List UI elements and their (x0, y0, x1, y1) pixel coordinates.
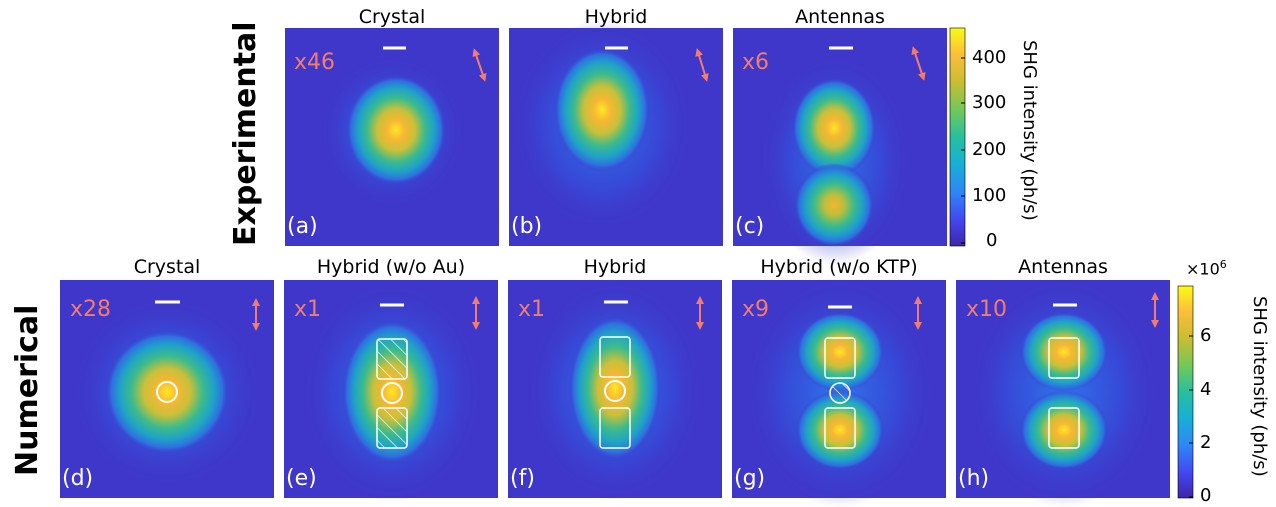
panel-h-antenna-top-outline (1048, 337, 1080, 379)
panel-g-label: (g) (734, 466, 766, 491)
panel-h-map (956, 277, 1170, 507)
panel-g-antenna-bottom-outline (824, 407, 856, 449)
panel-a-map (285, 28, 499, 246)
panel-a-label: (a) (287, 214, 318, 239)
panel-d-map (60, 280, 274, 498)
num-cb-tick-6: 6 (1200, 325, 1212, 346)
numerical-colorbar (1177, 285, 1194, 499)
panel-f-title: Hybrid (583, 256, 647, 278)
panel-e-map (284, 280, 498, 502)
panel-e-crystal-outline (381, 382, 403, 404)
panel-b-label: (b) (511, 214, 543, 239)
panel-c-polarization-arrow (911, 46, 926, 81)
numerical-colorbar-ticks (1189, 335, 1193, 498)
panel-c-label: (c) (735, 214, 765, 239)
panel-c-title: Antennas (795, 6, 885, 28)
panel-f-crystal-outline (604, 380, 626, 402)
panel-a-factor: x46 (294, 50, 336, 75)
panel-f-antenna-top-outline (599, 336, 631, 378)
panel-f-map (508, 280, 722, 500)
exp-colorbar-label: SHG intensity (ph/s) (1019, 40, 1040, 221)
panel-a-title: Crystal (358, 6, 426, 28)
panel-h-title: Antennas (1018, 256, 1108, 278)
panel-e-label: (e) (286, 466, 317, 491)
panel-f-antenna-bottom-outline (599, 407, 631, 449)
panel-h-factor: x10 (966, 297, 1008, 322)
panel-d-label: (d) (62, 466, 94, 491)
panel-g-antenna-top-outline (824, 337, 856, 379)
panel-e-title: Hybrid (w/o Au) (316, 256, 466, 278)
panel-f-factor: x1 (518, 297, 546, 322)
panel-d-title: Crystal (133, 256, 201, 278)
num-cb-tick-2: 2 (1200, 432, 1212, 453)
exp-cb-tick-0: 0 (986, 230, 998, 251)
num-cb-tick-0: 0 (1200, 485, 1212, 506)
panel-g-crystal-outline (829, 382, 851, 404)
experimental-colorbar (949, 27, 966, 247)
experimental-colorbar-ticks (961, 57, 965, 244)
panel-c-map (733, 28, 947, 265)
num-cb-multiplier: ×106 (1186, 258, 1227, 279)
panel-a-polarization-arrow (472, 48, 487, 82)
exp-cb-tick-300: 300 (972, 92, 1007, 113)
panel-b-polarization-arrow (695, 48, 709, 82)
exp-cb-tick-100: 100 (972, 185, 1007, 206)
panel-b-map (509, 20, 723, 246)
panel-e-antenna-bottom-outline (376, 407, 408, 449)
panel-h-label: (h) (958, 466, 990, 491)
panel-f-label: (f) (510, 466, 535, 491)
panel-g-map (732, 277, 946, 507)
panel-d-factor: x28 (70, 297, 112, 322)
panel-g-factor: x9 (742, 297, 770, 322)
num-colorbar-label: SHG intensity (ph/s) (1249, 296, 1270, 477)
exp-cb-tick-200: 200 (972, 139, 1007, 160)
panel-d-crystal-outline (156, 381, 178, 403)
panel-e-antenna-top-outline (376, 338, 408, 380)
num-cb-tick-4: 4 (1200, 379, 1212, 400)
exp-cb-tick-400: 400 (972, 47, 1007, 68)
panel-c-factor: x6 (742, 50, 770, 75)
panel-g-title: Hybrid (w/o KTP) (760, 256, 918, 278)
panel-e-factor: x1 (294, 297, 322, 322)
panel-h-antenna-bottom-outline (1048, 407, 1080, 449)
